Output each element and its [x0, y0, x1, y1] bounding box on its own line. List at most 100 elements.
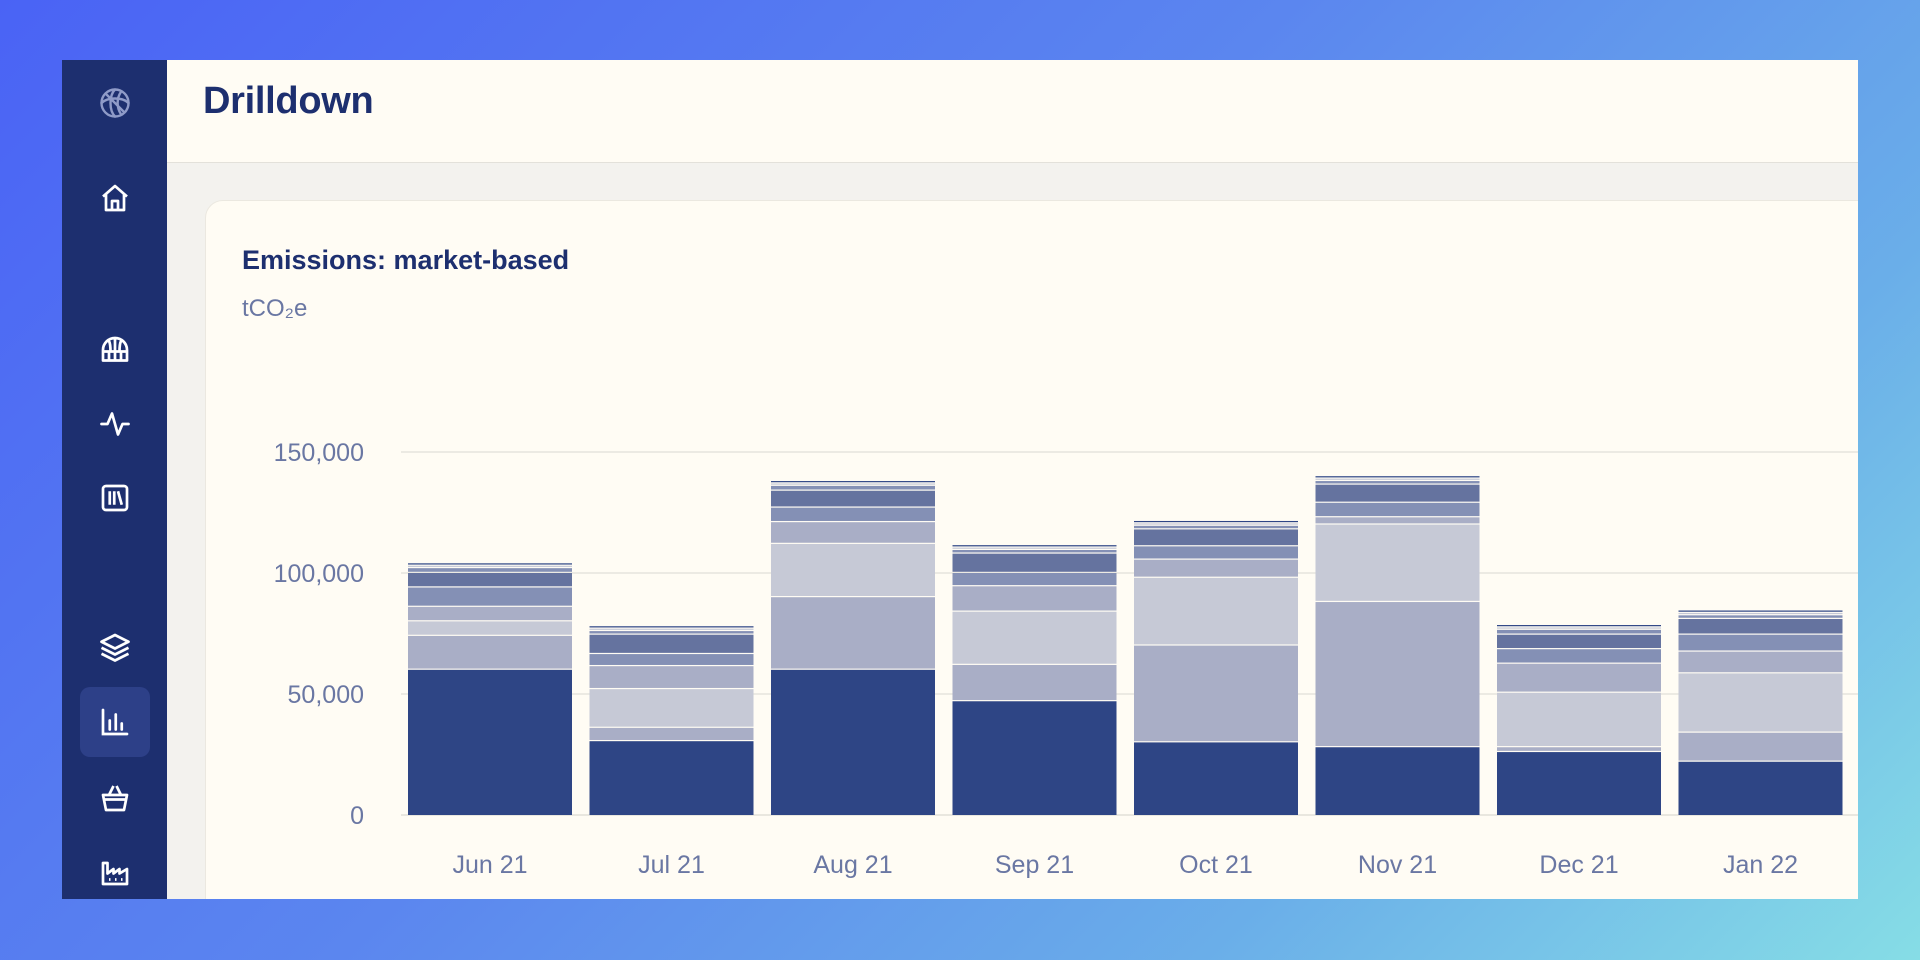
bar-segment — [952, 545, 1117, 547]
bar-segment — [589, 634, 754, 653]
y-tick-label: 150,000 — [274, 439, 364, 467]
bar-segment — [589, 626, 754, 628]
bar-segment — [589, 689, 754, 727]
bar-segment — [408, 573, 572, 587]
bar-segment — [1315, 524, 1480, 601]
sidebar-item-activity[interactable] — [80, 389, 150, 459]
bar-segment — [1134, 520, 1298, 523]
bar-segment — [408, 635, 572, 669]
page-title: Drilldown — [203, 80, 374, 122]
bar-segment — [1315, 476, 1480, 478]
x-tick-label: Dec 21 — [1539, 851, 1618, 879]
bar-segment — [952, 547, 1117, 549]
sidebar-item-home[interactable] — [80, 163, 150, 233]
x-tick-label: Nov 21 — [1358, 851, 1437, 879]
bar-segment — [771, 597, 935, 669]
bar-segment — [1315, 517, 1480, 524]
bar-segment — [771, 485, 935, 490]
bar-segment — [589, 727, 754, 740]
sidebar-item-layers[interactable] — [80, 612, 150, 682]
bar-segment — [1134, 577, 1298, 645]
bar-segment — [1134, 523, 1298, 525]
bar-segment — [1134, 742, 1298, 815]
bar-segment — [408, 565, 572, 567]
sidebar-item-factory[interactable] — [80, 837, 150, 899]
sidebar-item-library[interactable] — [80, 463, 150, 533]
y-tick-label: 50,000 — [288, 681, 364, 709]
bar-segment — [952, 550, 1117, 553]
factory-icon — [101, 861, 129, 886]
bar-segment — [1497, 663, 1661, 692]
bar-segment — [1134, 645, 1298, 742]
y-tick-label: 0 — [350, 802, 364, 830]
bar-segment — [1678, 612, 1843, 615]
bar-segment — [1497, 627, 1661, 629]
emissions-bar-chart: 0 50,000 100,000 150,000 Jun 21 Jul 21 Aug 21 S… — [274, 439, 1858, 879]
bar-segment — [589, 654, 754, 665]
bar-segment — [408, 621, 572, 635]
x-tick-label: Aug 21 — [813, 851, 892, 879]
bar-segment — [952, 611, 1117, 664]
sidebar-item-facilities[interactable] — [80, 315, 150, 385]
bar-segment — [1678, 761, 1843, 815]
bar-segment — [1678, 673, 1843, 732]
bar-segment — [1134, 546, 1298, 559]
bar-segment — [589, 631, 754, 634]
basket-icon — [101, 785, 129, 812]
x-tick-label: Oct 21 — [1179, 851, 1253, 879]
bar-segment — [1315, 747, 1480, 815]
bar-segment — [771, 490, 935, 507]
y-tick-label: 100,000 — [274, 560, 364, 588]
page-header: Drilldown — [167, 60, 1858, 163]
bar-segment — [1678, 634, 1843, 651]
chart-title: Emissions: market-based — [242, 245, 570, 275]
bar-segment — [408, 606, 572, 621]
bar-segment — [771, 481, 935, 483]
bar-segment — [1497, 634, 1661, 649]
bar-segment — [1678, 618, 1843, 634]
bar-segment — [1134, 529, 1298, 546]
bar-segment — [1678, 615, 1843, 618]
bar-segment — [1497, 752, 1661, 815]
sidebar — [62, 60, 167, 899]
bar-segment — [1315, 478, 1480, 480]
bar-segment — [1497, 629, 1661, 634]
bar-segment — [1497, 625, 1661, 627]
bar-chart-icon — [101, 708, 129, 736]
home-icon — [102, 184, 128, 212]
bar-segment — [771, 507, 935, 521]
bar-segment — [1497, 649, 1661, 663]
library-icon — [101, 484, 129, 512]
layers-icon — [100, 633, 130, 662]
sidebar-item-purchases[interactable] — [80, 763, 150, 833]
bar-segment — [771, 669, 935, 815]
bar-segment — [952, 701, 1117, 815]
bar-segment — [1315, 602, 1480, 747]
globe-icon — [100, 88, 130, 118]
bar-segment — [1315, 481, 1480, 484]
bar-segment — [1678, 732, 1843, 761]
bar-segment — [952, 553, 1117, 572]
bar-segment — [408, 587, 572, 606]
bar-segment — [589, 628, 754, 630]
bar-segment — [1134, 559, 1298, 577]
bar-segment — [1315, 484, 1480, 502]
bar-segment — [1678, 651, 1843, 673]
chart-unit-label: tCO₂e — [242, 295, 308, 322]
sidebar-item-drilldown[interactable] — [80, 687, 150, 757]
bar-segment — [408, 669, 572, 815]
bar-segment — [408, 563, 572, 565]
bar-segment — [952, 573, 1117, 586]
dome-icon — [101, 336, 129, 362]
bar-segment — [589, 666, 754, 688]
bar-segment — [771, 522, 935, 543]
globe-logo[interactable] — [80, 68, 150, 138]
emissions-chart-card: Emissions: market-based tCO₂e 0 50,000 100… — [205, 200, 1858, 899]
x-tick-label: Jun 21 — [452, 851, 527, 879]
x-tick-label: Sep 21 — [995, 851, 1074, 879]
bar-segment — [771, 483, 935, 485]
bar-segment — [1497, 692, 1661, 747]
app-window: Drilldown Emissions: market-based tCO₂e … — [62, 60, 1858, 899]
bar-segment — [952, 586, 1117, 611]
bar-segment — [952, 664, 1117, 701]
